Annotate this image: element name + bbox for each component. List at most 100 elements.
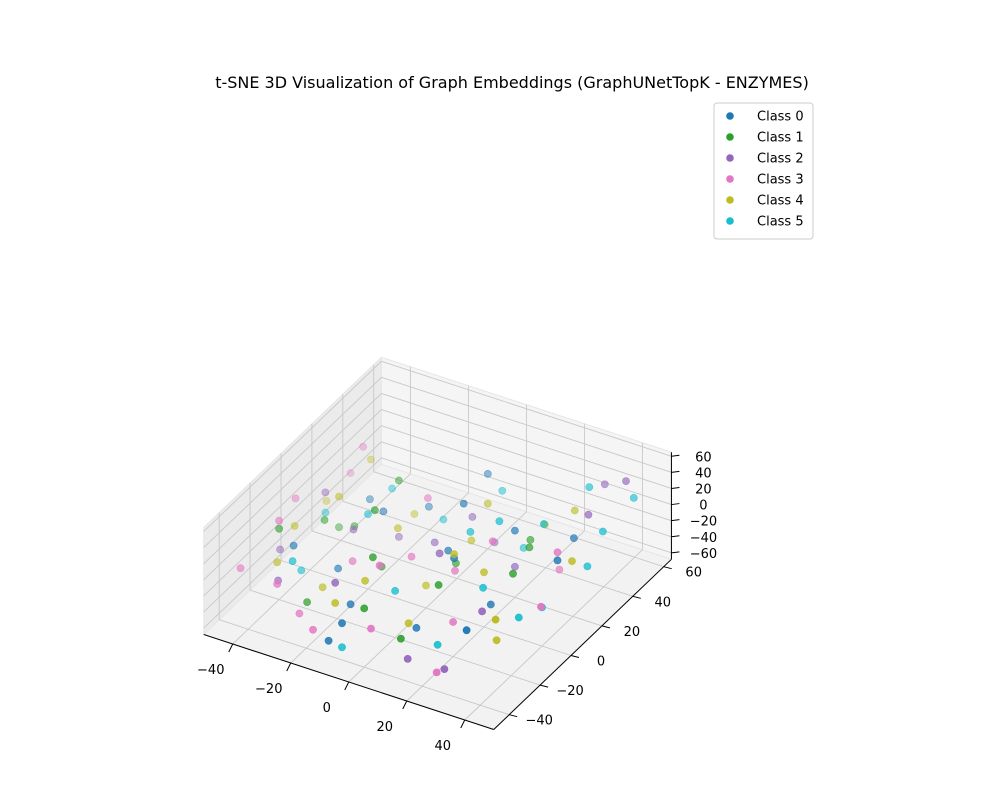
z-tick-label: −40 <box>690 531 717 546</box>
point-class-5 <box>289 558 296 565</box>
x-tick-mark <box>287 663 291 671</box>
point-class-3 <box>276 517 283 524</box>
point-class-5 <box>298 567 305 574</box>
legend-marker <box>726 112 734 120</box>
point-class-5 <box>322 509 329 516</box>
x-tick-label: 0 <box>323 701 331 716</box>
point-class-2 <box>622 478 629 485</box>
point-class-4 <box>411 510 418 517</box>
z-tick-mark <box>671 471 679 472</box>
point-class-2 <box>332 579 339 586</box>
x-tick-mark <box>403 701 407 709</box>
point-class-4 <box>571 507 578 514</box>
y-tick-mark <box>509 715 517 717</box>
y-tick-label: −20 <box>556 684 583 699</box>
point-class-0 <box>511 527 518 534</box>
legend-marker <box>726 175 734 183</box>
point-class-3 <box>360 443 367 450</box>
z-tick-mark <box>671 455 679 456</box>
x-tick-label: −40 <box>197 663 224 678</box>
z-tick-label: 0 <box>699 499 707 514</box>
z-tick-mark <box>671 504 679 505</box>
point-class-0 <box>290 542 297 549</box>
point-class-3 <box>556 566 563 573</box>
point-class-1 <box>361 605 368 612</box>
point-class-4 <box>291 522 298 529</box>
point-class-5 <box>467 528 474 535</box>
point-class-3 <box>274 580 281 587</box>
point-class-5 <box>496 518 503 525</box>
z-tick-label: 20 <box>695 482 712 497</box>
point-class-0 <box>380 508 387 515</box>
point-class-4 <box>405 620 412 627</box>
y-tick-label: −40 <box>525 714 552 729</box>
legend-label: Class 0 <box>757 110 804 125</box>
point-class-2 <box>585 511 592 518</box>
legend-marker <box>726 133 734 141</box>
point-class-5 <box>389 485 396 492</box>
point-class-5 <box>630 494 637 501</box>
point-class-1 <box>276 525 283 532</box>
y-tick-label: 20 <box>624 625 641 640</box>
point-class-1 <box>321 516 328 523</box>
point-class-5 <box>599 528 606 535</box>
z-tick-mark <box>671 552 679 553</box>
point-class-0 <box>463 627 470 634</box>
x-tick-label: 20 <box>376 720 393 735</box>
z-tick-label: −60 <box>690 547 717 562</box>
y-tick-mark <box>602 626 610 628</box>
point-class-4 <box>274 559 281 566</box>
point-class-1 <box>435 581 442 588</box>
z-tick-label: −20 <box>690 515 717 530</box>
point-class-5 <box>338 644 345 651</box>
point-class-5 <box>515 614 522 621</box>
point-class-1 <box>526 544 533 551</box>
z-tick-label: 60 <box>695 450 712 465</box>
point-class-2 <box>277 546 284 553</box>
legend-label: Class 4 <box>757 194 804 209</box>
point-class-5 <box>440 516 447 523</box>
x-tick-mark <box>229 644 233 652</box>
point-class-0 <box>425 503 432 510</box>
point-class-0 <box>484 470 491 477</box>
z-tick-mark <box>671 520 679 521</box>
point-class-0 <box>570 535 577 542</box>
point-class-3 <box>450 618 457 625</box>
point-class-5 <box>540 520 547 527</box>
point-class-1 <box>369 554 376 561</box>
y-tick-label: 60 <box>685 566 702 581</box>
legend-label: Class 5 <box>757 215 804 230</box>
point-class-0 <box>487 601 494 608</box>
point-class-0 <box>347 601 354 608</box>
point-class-0 <box>413 624 420 631</box>
point-class-1 <box>397 635 404 642</box>
point-class-4 <box>335 493 342 500</box>
point-class-5 <box>584 563 591 570</box>
x-tick-mark <box>345 682 349 690</box>
point-class-3 <box>451 567 458 574</box>
point-class-1 <box>304 599 311 606</box>
legend: Class 0Class 1Class 2Class 3Class 4Class… <box>714 103 813 239</box>
point-class-0 <box>366 496 373 503</box>
point-class-0 <box>325 637 332 644</box>
point-class-4 <box>319 584 326 591</box>
legend-label: Class 2 <box>757 152 804 167</box>
point-class-3 <box>376 562 383 569</box>
chart-title: t-SNE 3D Visualization of Graph Embeddin… <box>215 73 809 92</box>
point-class-3 <box>367 625 374 632</box>
point-class-4 <box>468 537 475 544</box>
point-class-3 <box>309 626 316 633</box>
point-class-2 <box>404 655 411 662</box>
point-class-2 <box>441 666 448 673</box>
legend-marker <box>726 154 734 162</box>
z-tick-mark <box>671 536 679 537</box>
point-class-3 <box>292 495 299 502</box>
point-class-5 <box>499 487 506 494</box>
x-tick-label: −20 <box>255 682 282 697</box>
point-class-4 <box>568 558 575 565</box>
point-class-3 <box>296 610 303 617</box>
point-class-3 <box>554 549 561 556</box>
point-class-2 <box>469 513 476 520</box>
